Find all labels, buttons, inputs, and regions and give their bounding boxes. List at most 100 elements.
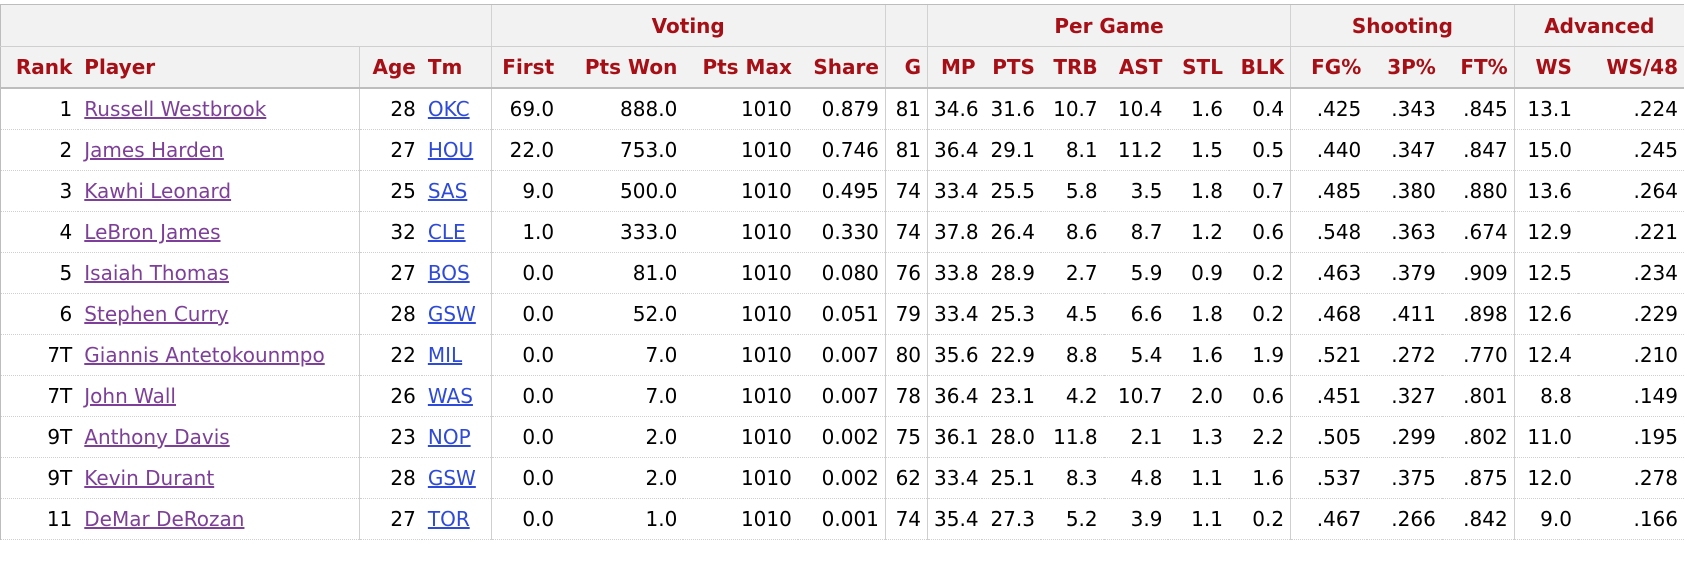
- player-cell: James Harden: [78, 129, 360, 171]
- 3p-pct-cell: .343: [1367, 88, 1442, 130]
- col-header-ws[interactable]: WS: [1513, 46, 1578, 89]
- team-link[interactable]: WAS: [427, 384, 473, 408]
- 3p-pct-cell: .363: [1367, 211, 1442, 253]
- blk-cell: 1.9: [1228, 334, 1291, 376]
- over-header-per-game: Per Game: [927, 4, 1291, 47]
- player-link[interactable]: John Wall: [84, 384, 176, 408]
- team-link[interactable]: OKC: [427, 97, 470, 121]
- col-header-pts-max[interactable]: Pts Max: [683, 46, 798, 89]
- mp-cell: 33.4: [927, 457, 982, 499]
- col-header-mp[interactable]: MP: [927, 46, 982, 89]
- first-cell: 0.0: [490, 293, 561, 335]
- fg-pct-cell: .425: [1290, 88, 1368, 130]
- col-header-player[interactable]: Player: [78, 46, 360, 89]
- trb-cell: 8.6: [1040, 211, 1104, 253]
- trb-cell: 10.7: [1040, 88, 1104, 130]
- player-link[interactable]: Kawhi Leonard: [84, 179, 232, 203]
- col-header-ws48[interactable]: WS/48: [1577, 46, 1684, 89]
- player-link[interactable]: Stephen Curry: [84, 302, 229, 326]
- pts-max-cell: 1010: [683, 252, 798, 294]
- over-header-blank: [0, 4, 491, 47]
- col-header-share[interactable]: Share: [797, 46, 886, 89]
- 3p-pct-cell: .380: [1367, 170, 1442, 212]
- fg-pct-cell: .468: [1290, 293, 1368, 335]
- table-row: 6 Stephen Curry 28 GSW 0.0 52.0 1010 0.0…: [0, 293, 1684, 335]
- table-row: 7T Giannis Antetokounmpo 22 MIL 0.0 7.0 …: [0, 334, 1684, 376]
- fg-pct-cell: .463: [1290, 252, 1368, 294]
- rank-cell: 9T: [0, 416, 79, 458]
- col-header-ft-pct[interactable]: FT%: [1441, 46, 1515, 89]
- col-header-rank[interactable]: Rank: [0, 46, 79, 89]
- ws-cell: 12.6: [1513, 293, 1578, 335]
- team-link[interactable]: MIL: [427, 343, 463, 367]
- player-link[interactable]: LeBron James: [84, 220, 221, 244]
- fg-pct-cell: .521: [1290, 334, 1368, 376]
- team-cell: CLE: [421, 211, 491, 253]
- team-link[interactable]: TOR: [427, 507, 470, 531]
- age-cell: 27: [358, 252, 422, 294]
- blk-cell: 2.2: [1228, 416, 1291, 458]
- player-link[interactable]: DeMar DeRozan: [84, 507, 245, 531]
- stl-cell: 2.0: [1168, 375, 1229, 417]
- team-cell: NOP: [421, 416, 491, 458]
- ast-cell: 5.9: [1103, 252, 1169, 294]
- team-link[interactable]: GSW: [427, 466, 476, 490]
- team-link[interactable]: GSW: [427, 302, 476, 326]
- ast-cell: 3.9: [1103, 498, 1169, 540]
- stl-cell: 1.8: [1168, 293, 1229, 335]
- pts-max-cell: 1010: [683, 211, 798, 253]
- team-cell: MIL: [421, 334, 491, 376]
- rank-cell: 6: [0, 293, 79, 335]
- team-link[interactable]: HOU: [427, 138, 474, 162]
- share-cell: 0.002: [797, 416, 886, 458]
- team-link[interactable]: BOS: [427, 261, 470, 285]
- col-header-tm[interactable]: Tm: [421, 46, 491, 89]
- player-link[interactable]: Giannis Antetokounmpo: [84, 343, 325, 367]
- col-header-ast[interactable]: AST: [1103, 46, 1169, 89]
- player-link[interactable]: Russell Westbrook: [84, 97, 267, 121]
- col-header-trb[interactable]: TRB: [1040, 46, 1104, 89]
- 3p-pct-cell: .272: [1367, 334, 1442, 376]
- trb-cell: 4.2: [1040, 375, 1104, 417]
- g-cell: 74: [884, 498, 928, 540]
- over-header-advanced: Advanced: [1513, 4, 1684, 47]
- col-header-blk[interactable]: BLK: [1228, 46, 1291, 89]
- team-link[interactable]: CLE: [427, 220, 466, 244]
- pts-max-cell: 1010: [683, 170, 798, 212]
- team-link[interactable]: NOP: [427, 425, 471, 449]
- col-header-pts[interactable]: PTS: [981, 46, 1041, 89]
- col-header-fg-pct[interactable]: FG%: [1290, 46, 1368, 89]
- col-header-g[interactable]: G: [884, 46, 928, 89]
- pts-max-cell: 1010: [683, 416, 798, 458]
- col-header-first[interactable]: First: [490, 46, 561, 89]
- ws-cell: 12.4: [1513, 334, 1578, 376]
- team-cell: HOU: [421, 129, 491, 171]
- ws-cell: 8.8: [1513, 375, 1578, 417]
- mp-cell: 33.4: [927, 170, 982, 212]
- first-cell: 0.0: [490, 416, 561, 458]
- trb-cell: 8.1: [1040, 129, 1104, 171]
- col-header-stl[interactable]: STL: [1168, 46, 1229, 89]
- table-row: 1 Russell Westbrook 28 OKC 69.0 888.0 10…: [0, 88, 1684, 130]
- team-link[interactable]: SAS: [427, 179, 468, 203]
- blk-cell: 0.4: [1228, 88, 1291, 130]
- player-cell: Anthony Davis: [78, 416, 360, 458]
- share-cell: 0.051: [797, 293, 886, 335]
- rank-cell: 3: [0, 170, 79, 212]
- col-header-pts-won[interactable]: Pts Won: [560, 46, 684, 89]
- pts-cell: 26.4: [981, 211, 1041, 253]
- first-cell: 1.0: [490, 211, 561, 253]
- ws48-cell: .195: [1577, 416, 1684, 458]
- blk-cell: 0.6: [1228, 211, 1291, 253]
- pts-max-cell: 1010: [683, 88, 798, 130]
- ws-cell: 13.1: [1513, 88, 1578, 130]
- col-header-age[interactable]: Age: [358, 46, 422, 89]
- player-link[interactable]: Isaiah Thomas: [84, 261, 229, 285]
- player-link[interactable]: Kevin Durant: [84, 466, 215, 490]
- player-link[interactable]: Anthony Davis: [84, 425, 230, 449]
- trb-cell: 8.8: [1040, 334, 1104, 376]
- rank-cell: 4: [0, 211, 79, 253]
- ft-pct-cell: .875: [1441, 457, 1515, 499]
- player-link[interactable]: James Harden: [84, 138, 224, 162]
- col-header-3p-pct[interactable]: 3P%: [1367, 46, 1442, 89]
